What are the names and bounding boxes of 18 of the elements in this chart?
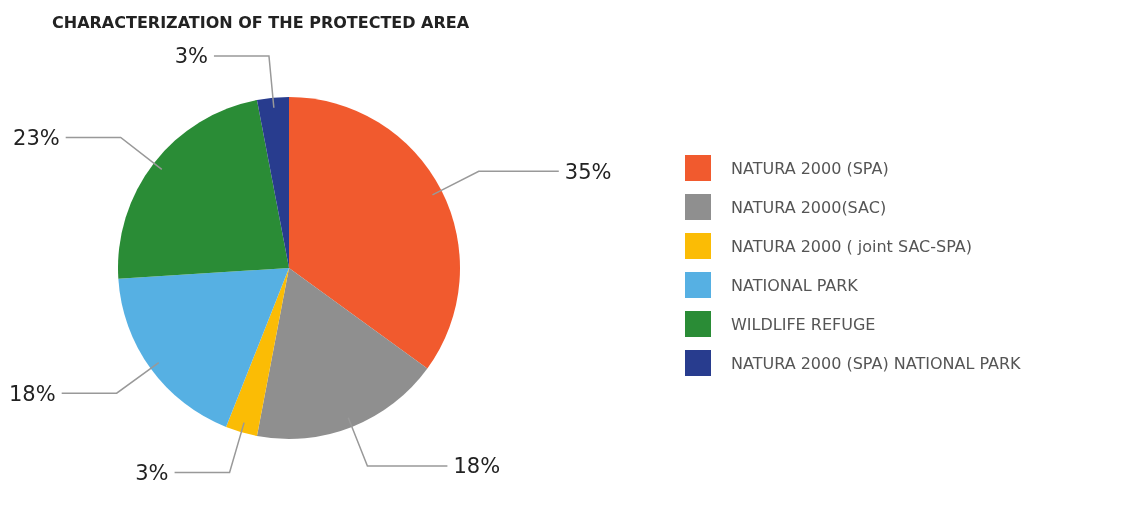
data-label: 18% — [8, 381, 56, 406]
legend-label: NATURA 2000(SAC) — [731, 197, 887, 217]
legend-label: NATURA 2000 (SPA) — [731, 158, 889, 178]
pie-slice — [256, 97, 289, 268]
pie-slice — [289, 97, 460, 369]
chart-title: CHARACTERIZATION OF THE PROTECTED AREA — [52, 13, 470, 32]
pie-slice — [118, 268, 289, 427]
legend-label: NATURA 2000 (SPA) NATIONAL PARK — [731, 353, 1022, 373]
legend-label: NATURA 2000 ( joint SAC-SPA) — [731, 236, 972, 256]
data-label: 18% — [453, 454, 501, 479]
data-label: 23% — [13, 125, 60, 150]
legend-label: NATIONAL PARK — [731, 275, 859, 295]
data-label: 35% — [564, 159, 612, 184]
data-label: 3% — [135, 460, 169, 485]
pie-slice — [226, 268, 289, 436]
data-label: 3% — [174, 44, 208, 69]
pie-slice — [118, 100, 289, 279]
legend-label: WILDLIFE REFUGE — [731, 314, 876, 334]
